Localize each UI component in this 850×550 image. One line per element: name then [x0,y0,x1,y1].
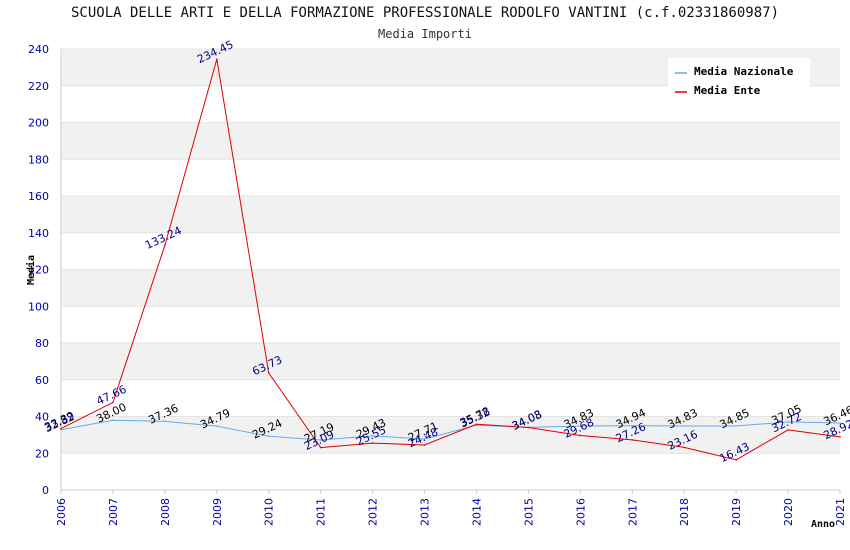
grid-band [61,122,840,160]
data-point [787,429,789,431]
x-tick-label: 2019 [730,498,743,526]
data-point [267,372,270,374]
data-point [112,401,114,404]
data-point [319,446,322,449]
x-tick-label: 2012 [367,498,380,526]
x-tick-label: 2008 [159,498,172,526]
y-tick-label: 200 [28,117,49,130]
x-tick-label: 2011 [315,498,328,526]
data-point [60,427,62,430]
y-tick-label: 140 [28,227,49,240]
y-tick-label: 20 [35,447,49,460]
x-tick-label: 2015 [522,498,535,526]
x-tick-label: 2010 [263,498,276,526]
data-point [735,459,737,461]
chart-subtitle: Media Importi [378,27,472,41]
data-point [112,419,114,421]
x-tick-label: 2007 [107,498,120,526]
legend-label-nazionale: Media Nazionale [694,65,794,78]
x-tick-label: 2017 [626,498,639,526]
data-point [579,425,582,427]
data-point [423,438,426,440]
data-point [216,425,218,427]
y-tick-label: 60 [35,374,49,387]
data-point [683,446,685,449]
series-lines [60,58,841,461]
data-point [319,439,322,441]
legend-label-ente: Media Ente [694,84,761,97]
grid-band [61,343,840,380]
y-tick-label: 160 [28,190,49,203]
data-point [216,58,218,60]
x-tick-label: 2016 [574,498,587,526]
y-tick-label: 240 [28,43,49,56]
data-point [371,435,374,437]
data-point [475,423,478,426]
data-point [839,422,841,424]
data-point [527,426,530,429]
data-labels: 32.82 38.00 37.36 34.79 29.24 27.19 29.43 27.71… [42,38,850,465]
data-point [423,444,426,446]
y-tick-label: 180 [28,153,49,166]
x-axis-label: Anno [811,519,835,530]
x-tick-label: 2018 [678,498,691,526]
grid-bands [61,48,840,491]
x-tick-label: 2014 [470,498,483,526]
y-tick-label: 80 [35,337,49,350]
grid-band [61,196,840,233]
chart-title: SCUOLA DELLE ARTI E DELLA FORMAZIONE PRO… [70,5,779,21]
x-tick-label: 2021 [834,498,847,526]
x-tick-label: 2009 [211,498,224,526]
y-tick-label: 220 [28,80,49,93]
data-point [735,425,737,427]
grid-band [61,269,840,307]
y-axis-label: Media [25,255,37,285]
x-tick-labels: 2006 2007 2008 2009 2010 2011 2012 2013 2014 2015… [55,498,847,526]
legend: Media Nazionale Media Ente [668,58,810,100]
y-tick-labels: 0 20 40 60 80 100 120 140 160 180 200 220 240 [28,43,49,497]
data-point [631,439,634,441]
y-tick-label: 100 [28,300,49,313]
legend-box [668,58,810,100]
data-point [683,425,685,427]
data-point [579,434,582,437]
data-point [164,244,166,246]
series-line-ente [60,59,841,461]
y-tick-label: 120 [28,264,49,277]
data-point [164,420,166,423]
data-point [787,421,789,423]
y-tick-label: 40 [35,411,49,424]
x-tick-label: 2013 [419,498,432,526]
data-point [631,424,634,427]
axes [60,49,841,494]
data-point [371,442,374,444]
x-tick-label: 2006 [55,498,68,526]
data-point [267,435,270,438]
x-tick-label: 2020 [782,498,795,526]
data-point [839,436,841,438]
y-tick-label: 0 [42,484,49,497]
series-line-nazionale [60,419,841,441]
